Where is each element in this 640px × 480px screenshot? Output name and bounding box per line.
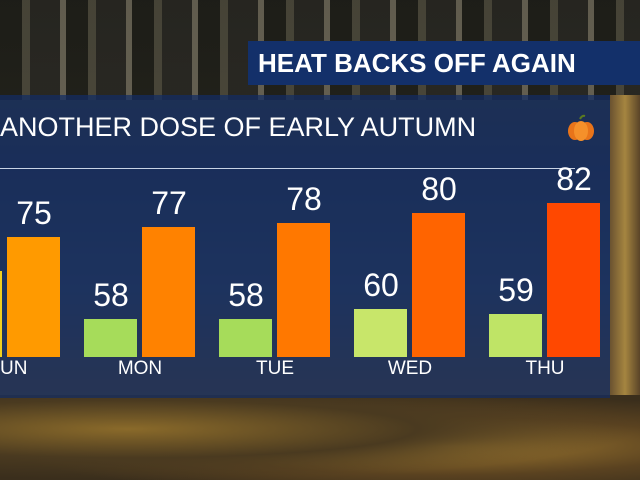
low-bar-sun (0, 270, 2, 357)
low-bar-mon (84, 318, 137, 357)
high-bar-mon (142, 227, 195, 357)
day-label-sun: UN (0, 358, 28, 379)
low-bar-wed (354, 309, 407, 357)
high-bar-wed (412, 213, 465, 357)
low-value-thu: 59 (498, 271, 534, 308)
low-bar-tue (219, 318, 272, 357)
pumpkin-icon (568, 114, 594, 141)
high-bar-thu (547, 203, 600, 357)
high-value-sun: 75 (16, 195, 52, 231)
high-value-thu: 82 (556, 161, 592, 198)
title-divider (0, 168, 575, 169)
day-label-tue: TUE (256, 358, 294, 379)
headline-banner: HEAT BACKS OFF AGAIN (248, 41, 640, 85)
background-leaves-right (610, 95, 640, 395)
high-value-mon: 77 (151, 185, 187, 222)
background-leaves (0, 395, 640, 480)
low-bar-thu (489, 313, 542, 357)
high-value-wed: 80 (421, 171, 457, 207)
high-bar-sun (7, 237, 60, 357)
day-label-thu: THU (525, 358, 565, 379)
low-value-mon: 58 (93, 276, 129, 313)
chart-title: ANOTHER DOSE OF EARLY AUTUMN (0, 112, 477, 142)
high-bar-tue (277, 222, 330, 357)
high-value-tue: 78 (286, 180, 322, 217)
low-value-wed: 60 (363, 267, 399, 303)
day-label-wed: WED (387, 358, 433, 379)
low-value-tue: 58 (228, 276, 264, 313)
day-label-mon: MON (117, 358, 163, 379)
